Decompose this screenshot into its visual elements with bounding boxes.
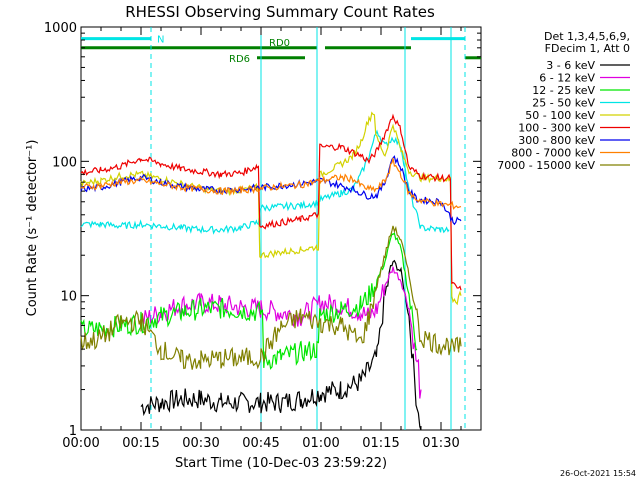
- y-tick-label: 100: [52, 155, 77, 170]
- timestamp: 26-Oct-2021 15:54: [560, 469, 636, 478]
- legend-label-3-6-kev: 3 - 6 keV: [546, 59, 595, 72]
- y-tick-label: 1000: [44, 21, 77, 36]
- x-tick-label: 01:15: [362, 436, 399, 451]
- legend-label-7000-15000-kev: 7000 - 15000 keV: [497, 159, 595, 172]
- legend-label-800-7000-kev: 800 - 7000 keV: [511, 147, 595, 160]
- series-lines: [80, 111, 462, 431]
- x-tick-label: 00:15: [122, 436, 159, 451]
- x-tick-label: 01:30: [422, 436, 459, 451]
- series-line-6-12-kev: [140, 266, 422, 399]
- y-axis-label: Count Rate (s⁻¹ detector⁻¹): [25, 140, 40, 317]
- legend-label-50-100-kev: 50 - 100 keV: [525, 109, 595, 122]
- x-tick-label: 00:30: [182, 436, 219, 451]
- axes: 00:00 00:15 00:30 00:45 01:00 01:15 01:30 1 10 10…: [44, 21, 481, 451]
- legend-header-line-2: FDecim 1, Att 0: [545, 42, 630, 55]
- y-tick-label: 10: [60, 290, 77, 305]
- legend-label-100-300-kev: 100 - 300 keV: [518, 122, 595, 135]
- x-tick-label: 00:45: [242, 436, 279, 451]
- legend-label-300-800-kev: 300 - 800 keV: [518, 134, 595, 147]
- series-line-12-25-kev: [80, 232, 418, 370]
- mode-change-lines: [150, 27, 466, 430]
- legend: Det 1,3,4,5,6,9, FDecim 1, Att 0 3 - 6 k…: [497, 30, 630, 172]
- state-label-rd0: RD0: [269, 38, 290, 49]
- chart-title: RHESSI Observing Summary Count Rates: [125, 3, 435, 21]
- legend-label-12-25-kev: 12 - 25 keV: [532, 84, 595, 97]
- y-tick-label: 1: [69, 424, 77, 439]
- x-tick-label: 00:00: [62, 436, 99, 451]
- legend-header-line-1: Det 1,3,4,5,6,9,: [544, 30, 630, 43]
- series-line-300-800-kev: [80, 155, 462, 226]
- legend-label-6-12-kev: 6 - 12 keV: [539, 72, 595, 85]
- series-line-800-7000-kev: [80, 157, 462, 210]
- plot-frame: [80, 26, 482, 431]
- series-line-7000-15000-kev: [80, 225, 462, 370]
- series-line-100-300-kev: [80, 113, 462, 291]
- series-line-25-50-kev: [80, 129, 450, 235]
- state-bars: N RD0 RD6: [81, 35, 481, 65]
- state-label-n: N: [157, 35, 164, 46]
- legend-label-25-50-kev: 25 - 50 keV: [532, 97, 595, 110]
- state-label-rd6: RD6: [229, 54, 250, 65]
- series-line-3-6-kev: [140, 259, 422, 431]
- x-axis-label: Start Time (10-Dec-03 23:59:22): [175, 456, 387, 471]
- x-tick-label: 01:00: [302, 436, 339, 451]
